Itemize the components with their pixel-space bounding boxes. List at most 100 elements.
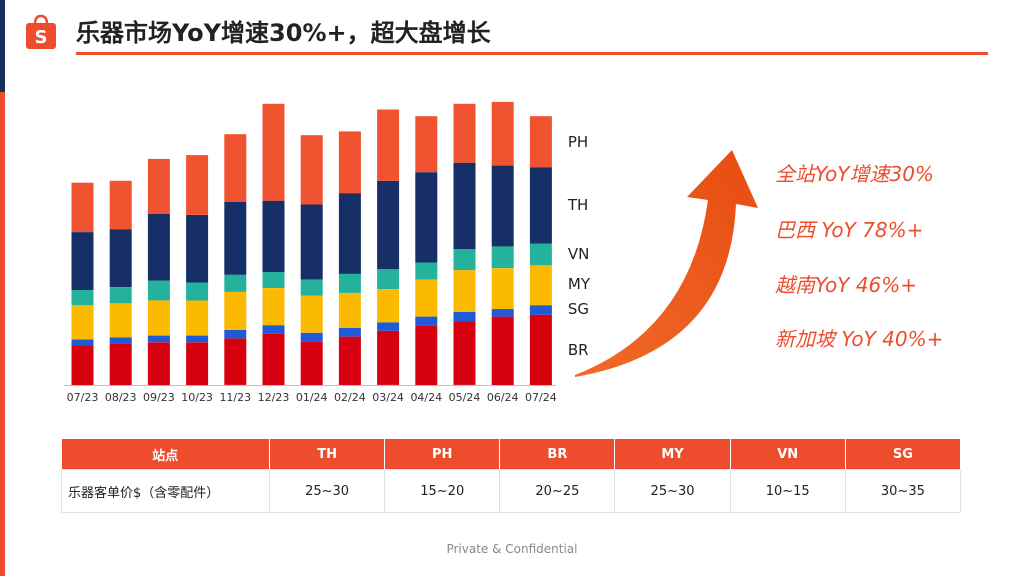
left-accent-bar-top	[0, 0, 5, 92]
bar-th-3	[186, 215, 209, 283]
bar-vn-3	[186, 282, 209, 301]
x-tick-label: 04/24	[410, 391, 442, 404]
bar-sg-11	[491, 309, 514, 317]
bar-my-1	[109, 303, 132, 338]
bar-th-9	[415, 172, 438, 263]
bar-th-5	[262, 200, 285, 272]
shopee-logo: S	[26, 14, 56, 49]
bar-ph-12	[529, 116, 552, 168]
table-cell-sg: 30~35	[844, 469, 962, 513]
legend-label-th: TH	[567, 196, 588, 214]
x-tick-label: 09/23	[143, 391, 175, 404]
table-header-th: TH	[269, 439, 386, 470]
bar-th-6	[300, 204, 323, 280]
bar-ph-0	[71, 182, 94, 233]
legend-label-sg: SG	[568, 300, 589, 318]
legend-label-br: BR	[568, 341, 589, 359]
x-tick-label: 01/24	[296, 391, 328, 404]
bar-my-3	[186, 300, 209, 336]
bar-br-11	[491, 316, 514, 385]
bar-th-12	[529, 167, 552, 244]
bar-vn-2	[147, 280, 170, 301]
table-cell-vn: 10~15	[729, 469, 846, 513]
bar-br-8	[377, 330, 400, 385]
bar-th-4	[224, 201, 247, 275]
bar-my-0	[71, 305, 94, 340]
bar-sg-9	[415, 316, 438, 326]
bar-vn-4	[224, 274, 247, 292]
growth-annotation-singapore: 新加坡 YoY 40%+	[775, 327, 944, 351]
bar-ph-7	[338, 131, 361, 194]
growth-annotation-vietnam: 越南YoY 46%+	[775, 273, 918, 297]
bar-br-7	[338, 336, 361, 385]
bar-th-2	[147, 214, 170, 281]
growth-annotation-brazil: 巴西 YoY 78%+	[775, 218, 924, 242]
bar-th-0	[71, 232, 94, 290]
bar-my-2	[147, 300, 170, 336]
bar-th-10	[453, 162, 476, 250]
logo-letter: S	[35, 27, 48, 48]
bar-sg-10	[453, 311, 476, 322]
table-row: 乐器客单价$（含零配件） 25~30 15~20 20~25 25~30 10~…	[61, 469, 962, 513]
bar-vn-10	[453, 249, 476, 271]
bar-vn-0	[71, 290, 94, 306]
bar-ph-8	[377, 109, 400, 181]
price-table-header-row: 站点 TH PH BR MY VN SG	[61, 439, 962, 470]
bar-th-7	[338, 193, 361, 274]
growth-arrow-icon	[575, 150, 758, 377]
bar-ph-3	[186, 155, 209, 215]
bar-br-0	[71, 345, 94, 385]
bar-sg-1	[109, 337, 132, 344]
x-tick-label: 07/24	[525, 391, 557, 404]
table-header-site: 站点	[61, 439, 270, 470]
table-cell-th: 25~30	[268, 469, 386, 513]
bar-vn-8	[377, 269, 400, 289]
bar-br-9	[415, 325, 438, 385]
bar-th-1	[109, 229, 132, 288]
bar-br-2	[147, 342, 170, 386]
bar-ph-6	[300, 135, 323, 205]
page-title: 乐器市场YoY增速30%+，超大盘增长	[76, 19, 491, 47]
bar-ph-11	[491, 101, 514, 166]
bar-sg-6	[300, 332, 323, 342]
bar-vn-11	[491, 246, 514, 269]
bar-sg-4	[224, 329, 247, 339]
bar-my-8	[377, 289, 400, 323]
table-cell-br: 20~25	[499, 469, 616, 513]
bar-th-11	[491, 165, 514, 247]
bar-sg-0	[71, 339, 94, 346]
table-header-ph: PH	[384, 439, 501, 470]
legend-label-vn: VN	[568, 245, 589, 263]
bar-sg-3	[186, 335, 209, 343]
title-underline	[76, 52, 988, 55]
bar-th-8	[377, 180, 400, 270]
table-header-br: BR	[499, 439, 616, 470]
bar-my-11	[491, 268, 514, 310]
footer-confidential: Private & Confidential	[446, 542, 578, 556]
bar-my-12	[529, 265, 552, 306]
bar-sg-7	[338, 328, 361, 337]
table-header-vn: VN	[730, 439, 846, 470]
table-row-label: 乐器客单价$（含零配件）	[61, 469, 270, 513]
x-tick-label: 12/23	[258, 391, 290, 404]
bar-my-7	[338, 292, 361, 328]
table-header-my: MY	[614, 439, 731, 470]
bar-sg-5	[262, 325, 285, 334]
bar-br-12	[529, 314, 552, 385]
bar-my-9	[415, 279, 438, 317]
table-header-sg: SG	[845, 439, 962, 470]
bar-ph-4	[224, 134, 247, 202]
bar-sg-8	[377, 322, 400, 331]
x-tick-label: 11/23	[219, 391, 251, 404]
x-tick-label: 06/24	[487, 391, 519, 404]
bar-vn-6	[300, 279, 323, 296]
bar-vn-7	[338, 273, 361, 293]
bar-br-3	[186, 342, 209, 386]
table-cell-ph: 15~20	[384, 469, 501, 513]
bar-ph-1	[109, 180, 132, 230]
growth-annotation-total: 全站YoY增速30%	[775, 162, 934, 186]
bar-ph-5	[262, 103, 285, 201]
bar-ph-10	[453, 103, 476, 163]
bar-vn-9	[415, 262, 438, 280]
bar-ph-9	[415, 116, 438, 173]
